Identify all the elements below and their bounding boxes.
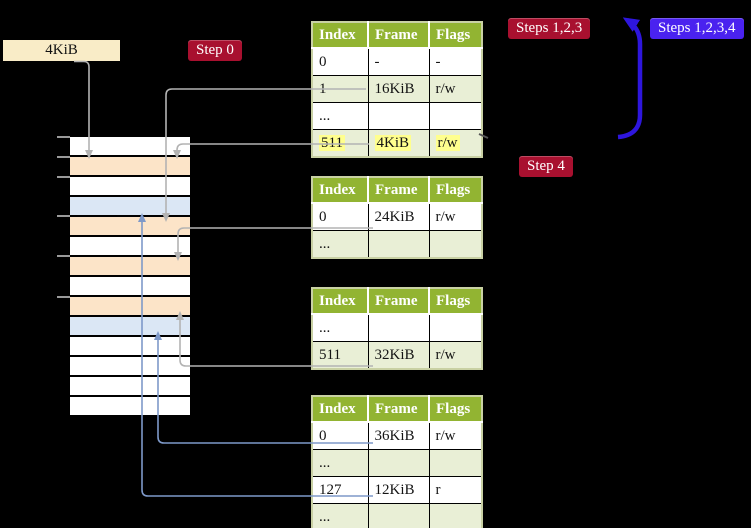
table-cell [367,230,429,258]
table-header-row: Index Frame Flags [312,288,482,314]
memory-frame-row-white [70,377,190,395]
column-header: Flags [428,288,482,314]
memory-frame-row-white [70,397,190,415]
physical-memory-stack [70,137,190,415]
column-header: Frame [367,396,429,422]
table-row: 0 24KiB r/w [312,202,482,231]
page-table-3: Index Frame Flags... 511 32KiB r/w [311,287,483,370]
column-header: Frame [367,177,429,203]
table-row: 0-- [312,47,482,76]
table-row: ... [312,230,482,258]
memory-frame-row-blue [70,197,190,215]
memory-frame-row-blue [70,317,190,335]
table-cell [367,503,429,528]
table-cell: 0 [312,47,368,76]
table-cell: 12KiB [367,476,429,504]
table-cell [367,102,429,130]
table-row: 511 4KiB r/w [312,129,482,158]
table-cell [428,102,482,130]
loop-back-arrow [617,17,643,140]
table-cell: r/w [428,129,482,157]
memory-frame-row-white [70,337,190,355]
memory-frame-row-white [70,277,190,295]
table-header-row: Index Frame Flags [312,396,482,422]
table-header-row: Index Frame Flags [312,22,482,48]
memory-frame-row-white [70,357,190,375]
table-cell [428,449,482,477]
column-header: Index [312,22,368,48]
memory-boundary-ticks [57,136,70,298]
table-header-row: Index Frame Flags [312,177,482,203]
page-table-4: Index Frame Flags 0 36KiB r/w... 127 12KiB r... [311,395,483,528]
column-header: Index [312,177,368,203]
table-row: 1 16KiB r/w [312,75,482,103]
memory-frame-row-peach [70,217,190,235]
column-header: Index [312,396,368,422]
table-cell: ... [312,102,368,130]
column-header: Flags [428,177,482,203]
table-cell: 511 [312,130,368,158]
column-header: Frame [367,288,429,314]
table-cell: 24KiB [367,202,429,231]
table-cell: r/w [428,421,482,450]
page-table-1: Index Frame Flags 0- -1 16KiB r/w... 511 4KiB r/w [311,21,483,158]
table-cell [367,313,429,342]
table-cell [428,503,482,528]
step4-badge: Step 4 [519,156,573,177]
table-row: 127 12KiB r [312,476,482,504]
table-cell: 32KiB [367,341,429,369]
table-cell: ... [319,454,331,471]
page-size-label: 4KiB [3,40,120,61]
table-cell: r/w [428,75,482,103]
table-cell: 0 [312,202,368,231]
highlighted-value: 4KiB [374,134,412,151]
table-cell: ... [319,235,331,252]
table-cell: ... [319,508,331,525]
memory-frame-row-white [70,177,190,195]
memory-frame-row-peach [70,257,190,275]
table-cell: 1 [319,80,327,97]
table-cell: r [428,476,482,504]
memory-frame-row-white [70,237,190,255]
table-cell [428,230,482,258]
table-row: 511 32KiB r/w [312,341,482,369]
table-cell: ... [312,313,368,342]
table-cell: 511 [319,346,341,363]
page-table-2: Index Frame Flags 0 24KiB r/w... [311,176,483,259]
table-cell: r/w [428,341,482,369]
table-row: 0 36KiB r/w [312,421,482,450]
column-header: Flags [428,22,482,48]
table-cell: - [367,47,429,76]
table-cell [428,313,482,342]
table-cell: 127 [312,476,368,504]
table-row: ... [312,503,482,528]
memory-frame-row-white [70,137,190,155]
table-cell: r/w [428,202,482,231]
steps-1234-badge: Steps 1,2,3,4 [650,18,744,39]
table-cell: 4KiB [367,129,429,157]
table-row: ... [312,102,482,130]
highlighted-value: 511 [319,134,345,151]
column-header: Frame [367,22,429,48]
table-cell: 16KiB [367,75,429,103]
steps-123-badge: Steps 1,2,3 [508,18,591,39]
column-header: Flags [428,396,482,422]
highlighted-value: r/w [435,134,460,151]
table-row: ... [312,449,482,477]
table-cell [367,449,429,477]
table-cell: 0 [312,421,368,450]
step0-badge: Step 0 [188,40,242,61]
memory-frame-row-peach [70,297,190,315]
table-cell: 36KiB [367,421,429,450]
table-cell: - [428,47,482,76]
table-row: ... [312,313,482,342]
memory-frame-row-peach [70,157,190,175]
column-header: Index [312,288,368,314]
